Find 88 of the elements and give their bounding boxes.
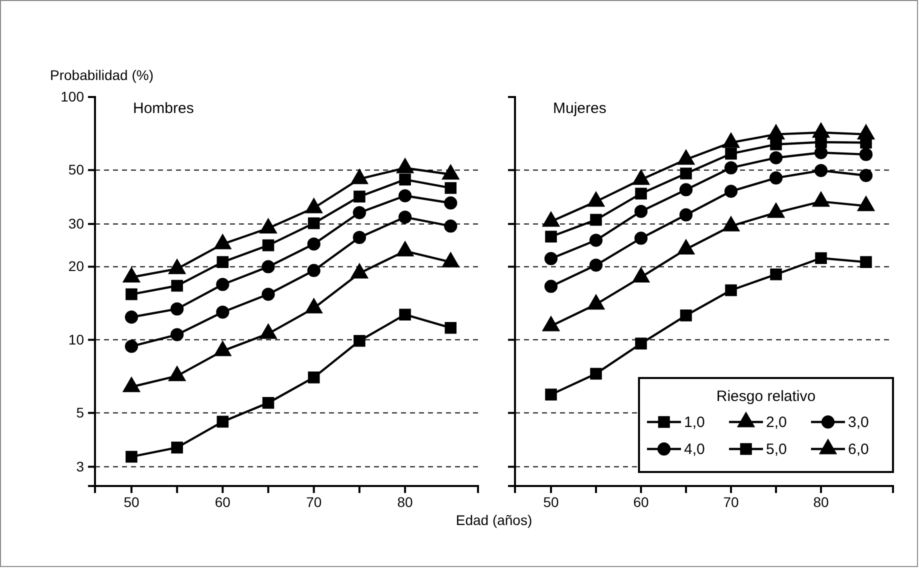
- point: [769, 171, 783, 185]
- point: [354, 334, 366, 347]
- point: [635, 188, 647, 200]
- point: [171, 442, 183, 454]
- point: [216, 416, 229, 428]
- point: [124, 340, 138, 353]
- point: [307, 237, 320, 251]
- point: [126, 450, 138, 463]
- point: [126, 288, 138, 300]
- point: [589, 234, 603, 247]
- point: [544, 280, 558, 293]
- point: [544, 252, 558, 266]
- chart-title: Hombres: [133, 100, 194, 117]
- point: [170, 302, 184, 316]
- point: [724, 161, 738, 174]
- point: [814, 164, 828, 178]
- point: [679, 208, 693, 222]
- point: [545, 230, 557, 243]
- point: [590, 214, 602, 226]
- point: [262, 288, 275, 301]
- y-tick-label: 3: [76, 458, 84, 474]
- point: [724, 184, 738, 198]
- point: [216, 278, 230, 292]
- point: [815, 252, 827, 264]
- point: [635, 338, 647, 350]
- point: [860, 256, 872, 268]
- point: [679, 183, 693, 196]
- x-tick-label: 70: [306, 494, 322, 510]
- point: [354, 190, 366, 202]
- point: [352, 230, 366, 244]
- point: [444, 182, 457, 194]
- x-tick-label: 70: [723, 494, 739, 510]
- point: [545, 388, 557, 400]
- point: [308, 372, 320, 384]
- y-tick-label: 5: [76, 404, 84, 420]
- point: [680, 310, 692, 322]
- point: [769, 151, 783, 164]
- point: [589, 258, 603, 272]
- point: [124, 310, 138, 324]
- point: [444, 220, 458, 233]
- point: [170, 328, 184, 342]
- point: [680, 168, 692, 180]
- point: [398, 189, 412, 202]
- point: [859, 168, 873, 182]
- x-tick-label: 60: [214, 494, 231, 510]
- point: [262, 396, 274, 409]
- x-tick-label: 50: [124, 494, 140, 510]
- point: [307, 264, 320, 278]
- y-tick-label: 50: [68, 162, 84, 178]
- point: [725, 284, 737, 296]
- y-axis-title: Probabilidad (%): [50, 67, 154, 83]
- point: [590, 368, 602, 380]
- point: [725, 148, 737, 160]
- legend-label: 2,0: [766, 414, 787, 431]
- point: [262, 260, 275, 274]
- legend-label: 5,0: [766, 441, 787, 458]
- point: [770, 268, 782, 280]
- point: [814, 146, 828, 160]
- point: [399, 308, 411, 320]
- point: [444, 322, 457, 334]
- x-tick-label: 50: [543, 494, 559, 510]
- x-tick-label: 80: [813, 494, 829, 510]
- point: [634, 204, 648, 218]
- point: [634, 232, 648, 245]
- point: [262, 239, 274, 252]
- y-tick-label: 100: [60, 88, 84, 104]
- point: [398, 210, 412, 224]
- point: [770, 138, 782, 150]
- point: [399, 174, 411, 186]
- point: [171, 280, 183, 292]
- point: [859, 148, 873, 161]
- legend-title: Riesgo relativo: [716, 388, 816, 405]
- point: [308, 217, 320, 230]
- y-tick-label: 10: [68, 331, 84, 348]
- legend-label: 1,0: [684, 414, 705, 431]
- point: [216, 256, 229, 268]
- x-tick-label: 60: [633, 494, 649, 510]
- legend-label: 4,0: [684, 441, 705, 458]
- y-tick-label: 20: [68, 258, 84, 274]
- point: [216, 306, 230, 319]
- x-axis-title: Edad (años): [456, 512, 532, 528]
- legend-label: 6,0: [848, 441, 869, 458]
- legend-label: 3,0: [848, 414, 869, 431]
- point: [444, 196, 458, 210]
- x-tick-label: 80: [397, 494, 414, 510]
- point: [352, 206, 366, 220]
- chart-title: Mujeres: [553, 100, 606, 117]
- y-tick-label: 30: [68, 215, 84, 232]
